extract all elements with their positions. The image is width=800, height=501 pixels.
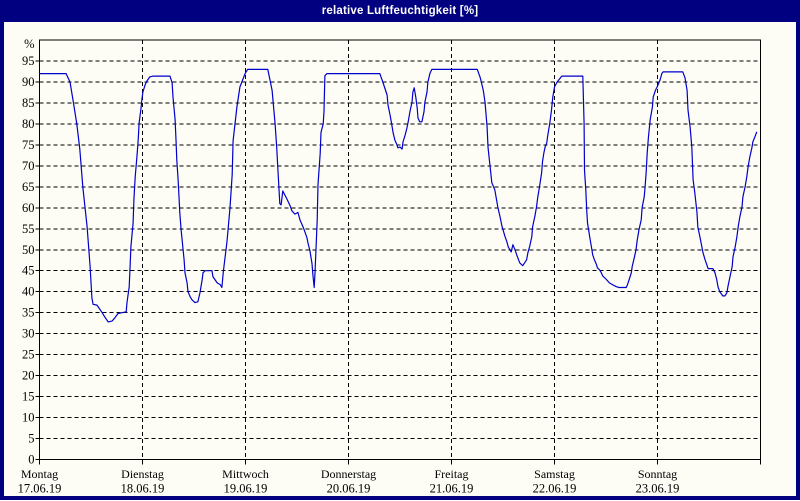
chart-series-line [39, 68, 758, 323]
y-axis-label: 15 [22, 390, 35, 404]
y-axis-label: 65 [22, 180, 35, 194]
window-title: relative Luftfeuchtigkeit [%] [321, 5, 479, 17]
date-label: 23.06.19 [636, 482, 680, 496]
date-label: 17.06.19 [18, 482, 62, 496]
chart-area: 0 5 10 15 20 25 30 35 40 45 50 55 60 65 70 75 80 85 90 95% M… [4, 22, 796, 496]
y-axis-label: 10 [22, 411, 35, 425]
y-axis-label: 0 [28, 453, 34, 467]
day-label: Mittwoch [222, 467, 269, 481]
day-label: Montag [21, 467, 58, 481]
y-axis-label: 90 [22, 75, 35, 89]
y-axis-label: 95 [22, 54, 35, 68]
y-axis-label: 40 [22, 285, 35, 299]
date-label: 22.06.19 [533, 482, 577, 496]
day-label: Dienstag [121, 467, 164, 481]
y-axis-label: 60 [22, 201, 35, 215]
date-label: 18.06.19 [121, 482, 165, 496]
y-axis-label: 20 [22, 369, 35, 383]
y-axis-label: 5 [28, 432, 34, 446]
day-label: Donnerstag [321, 467, 376, 481]
date-label: 20.06.19 [327, 482, 371, 496]
y-axis-label: 70 [22, 159, 35, 173]
day-label: Sonntag [638, 467, 677, 481]
humidity-chart: 0 5 10 15 20 25 30 35 40 45 50 55 60 65 70 75 80 85 90 95% M… [18, 37, 761, 496]
y-axis-unit-label: % [24, 37, 34, 51]
y-axis-label: 50 [22, 243, 35, 257]
y-axis-label: 25 [22, 348, 35, 362]
y-axis-label: 45 [22, 264, 35, 278]
y-axis-label: 30 [22, 327, 35, 341]
y-axis-label: 35 [22, 306, 35, 320]
day-label: Freitag [435, 467, 469, 481]
y-axis-label: 75 [22, 138, 35, 152]
y-axis-label: 55 [22, 222, 35, 236]
title-bar: relative Luftfeuchtigkeit [%] [0, 0, 800, 22]
y-axis-label: 85 [22, 96, 35, 110]
date-label: 21.06.19 [430, 482, 474, 496]
y-axis-label: 80 [22, 117, 35, 131]
day-label: Samstag [534, 467, 575, 481]
date-label: 19.06.19 [224, 482, 268, 496]
